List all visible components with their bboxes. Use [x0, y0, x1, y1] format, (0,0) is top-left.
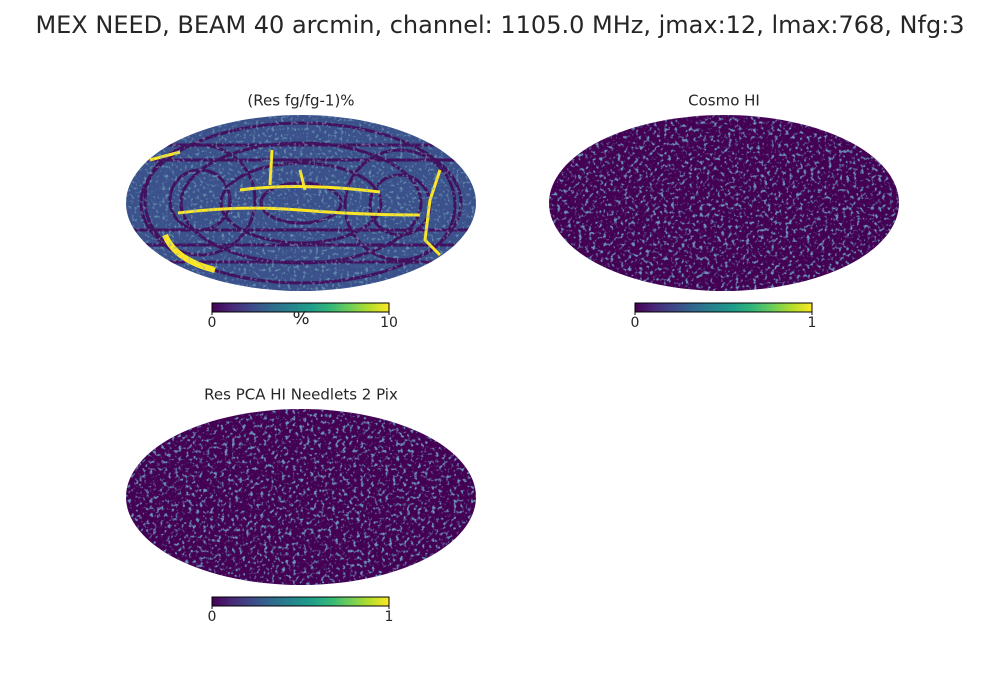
panel-title: Res PCA HI Needlets 2 Pix — [204, 386, 398, 404]
colorbar-unit: % — [292, 308, 309, 329]
colorbar-tick-label: 10 — [380, 315, 398, 331]
colorbar-tick-label: 1 — [385, 609, 394, 625]
sky-map — [126, 409, 476, 585]
sky-map — [126, 115, 476, 291]
colorbar-tick-label: 0 — [208, 609, 217, 625]
panel-title: (Res fg/fg-1)% — [247, 92, 354, 110]
panel-title: Cosmo HI — [688, 92, 760, 110]
colorbar — [211, 302, 390, 313]
figure-title: MEX NEED, BEAM 40 arcmin, channel: 1105.… — [35, 11, 964, 39]
colorbar-tick-label: 0 — [208, 315, 217, 331]
colorbar-tick-label: 0 — [631, 315, 640, 331]
colorbar — [634, 302, 813, 313]
colorbar — [211, 596, 390, 607]
colorbar-tick-label: 1 — [808, 315, 817, 331]
sky-map — [549, 115, 899, 291]
